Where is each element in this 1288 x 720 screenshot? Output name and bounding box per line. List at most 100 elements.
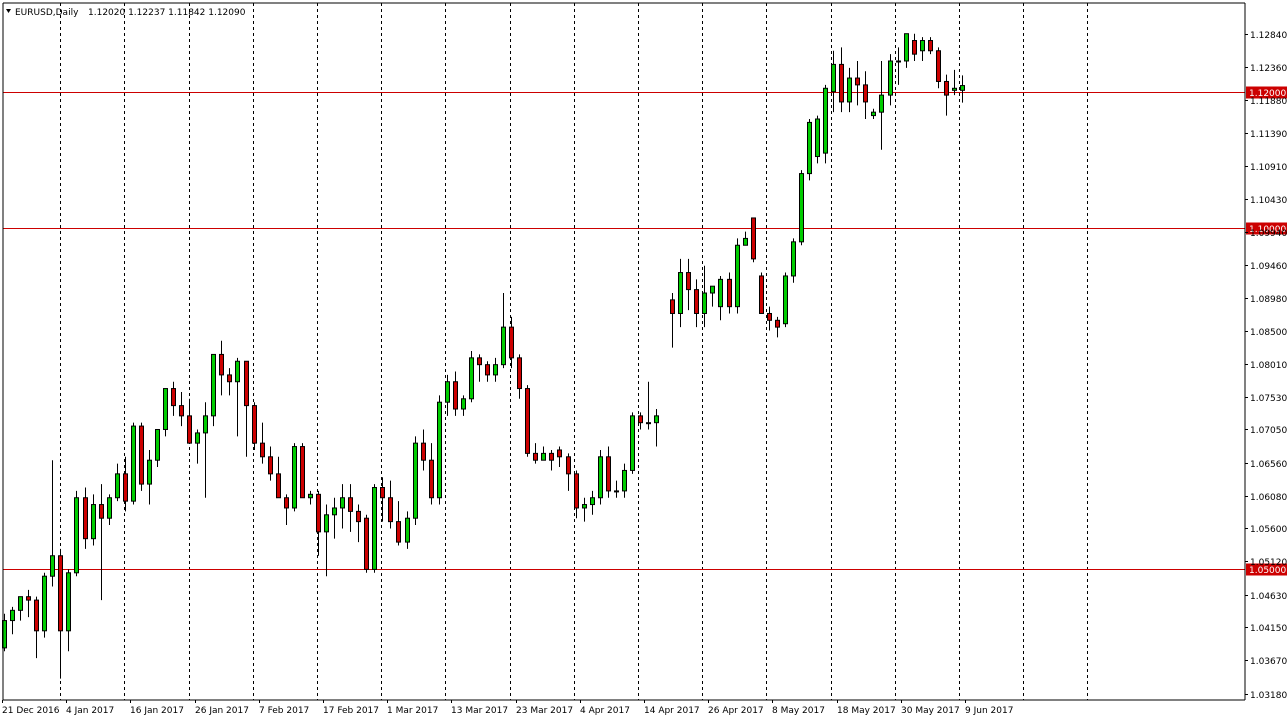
level-label-bg bbox=[1246, 222, 1287, 235]
candle bbox=[678, 258, 683, 328]
candle-body bbox=[284, 497, 289, 509]
candle bbox=[952, 69, 957, 96]
price-tick-label: 1.08980 bbox=[1250, 295, 1287, 305]
candle bbox=[920, 37, 925, 61]
candle-body bbox=[421, 442, 426, 461]
dropdown-triangle-icon bbox=[6, 9, 11, 13]
ohlc-readout: 1.12020 1.12237 1.11842 1.12090 bbox=[88, 8, 246, 18]
price-tick-label: 1.06080 bbox=[1250, 493, 1287, 503]
candle-body bbox=[493, 364, 498, 376]
candle bbox=[759, 272, 764, 314]
candle bbox=[904, 33, 909, 68]
candle-body bbox=[517, 357, 522, 390]
candle-body bbox=[364, 517, 369, 570]
candle bbox=[211, 353, 216, 427]
candle bbox=[630, 412, 635, 474]
time-tick-label: 21 Dec 2016 bbox=[2, 706, 60, 716]
candle-body bbox=[847, 77, 852, 103]
candle-body bbox=[686, 272, 691, 291]
candle-body bbox=[155, 428, 160, 461]
candle bbox=[139, 422, 144, 491]
candle bbox=[533, 443, 538, 464]
time-tick-label: 18 May 2017 bbox=[837, 706, 896, 716]
candle bbox=[421, 429, 426, 471]
candle-body bbox=[316, 493, 321, 533]
candle bbox=[300, 443, 305, 499]
candle bbox=[380, 477, 385, 522]
candle-body bbox=[904, 33, 909, 62]
time-tick-label: 4 Apr 2017 bbox=[580, 706, 630, 716]
candle bbox=[292, 443, 297, 512]
candle bbox=[823, 84, 828, 164]
candle-body bbox=[83, 497, 88, 540]
candle bbox=[316, 490, 321, 556]
candle-body bbox=[195, 432, 200, 444]
candle-body bbox=[34, 599, 39, 632]
level-label-bg bbox=[1246, 86, 1287, 99]
candle-body bbox=[775, 319, 780, 328]
candle bbox=[147, 449, 152, 505]
candle-body bbox=[268, 456, 273, 475]
time-tick-label: 4 Jan 2017 bbox=[66, 706, 114, 716]
candle bbox=[42, 572, 47, 638]
price-tick-label: 1.09460 bbox=[1250, 262, 1287, 272]
candle bbox=[179, 391, 184, 427]
candle-body bbox=[308, 493, 313, 499]
candle bbox=[541, 446, 546, 461]
candle bbox=[686, 258, 691, 311]
candle-body bbox=[831, 63, 836, 93]
candle-body bbox=[123, 473, 128, 502]
candle bbox=[960, 75, 965, 103]
candle-body bbox=[574, 473, 579, 509]
candle-body bbox=[356, 510, 361, 523]
price-tick-label: 1.07050 bbox=[1250, 426, 1287, 436]
price-tick-label: 1.12360 bbox=[1250, 64, 1287, 74]
candle-body bbox=[799, 173, 804, 243]
candle bbox=[99, 484, 104, 601]
candle bbox=[566, 453, 571, 491]
candle bbox=[469, 351, 474, 403]
candle bbox=[50, 460, 55, 587]
candle bbox=[131, 422, 136, 505]
candle bbox=[799, 170, 804, 246]
candle bbox=[10, 606, 15, 635]
candle-body bbox=[147, 459, 152, 485]
candle bbox=[743, 231, 748, 246]
candle-body bbox=[509, 326, 514, 359]
candle-body bbox=[767, 312, 772, 321]
candle bbox=[654, 409, 659, 447]
candle bbox=[598, 449, 603, 505]
time-tick-label: 30 May 2017 bbox=[901, 706, 960, 716]
candle bbox=[219, 340, 224, 396]
candle bbox=[155, 428, 160, 468]
candle bbox=[74, 490, 79, 577]
candle-body bbox=[501, 326, 506, 366]
candle bbox=[340, 484, 345, 529]
candle bbox=[364, 514, 369, 573]
candle-body bbox=[276, 473, 281, 499]
candle-body bbox=[332, 507, 337, 516]
candle-body bbox=[324, 514, 329, 533]
candle-body bbox=[429, 459, 434, 499]
candle-body bbox=[163, 388, 168, 430]
candle bbox=[582, 497, 587, 522]
time-tick-label: 8 May 2017 bbox=[772, 706, 825, 716]
candle-body bbox=[944, 80, 949, 96]
candle bbox=[372, 484, 377, 573]
time-axis-labels: 21 Dec 2016 4 Jan 2017 16 Jan 2017 26 Jan 2… bbox=[2, 700, 1013, 716]
candle bbox=[284, 494, 289, 526]
candle-body bbox=[815, 118, 820, 158]
candle-body bbox=[115, 473, 120, 499]
candle-body bbox=[727, 278, 732, 308]
candle bbox=[557, 446, 562, 468]
candle-body bbox=[525, 388, 530, 454]
price-tick-label: 1.06560 bbox=[1250, 460, 1287, 470]
candle-body bbox=[863, 84, 868, 103]
candle bbox=[58, 548, 63, 679]
candle-body bbox=[413, 442, 418, 519]
candle bbox=[235, 357, 240, 437]
price-tick-label: 1.05600 bbox=[1250, 525, 1287, 535]
candle-body bbox=[718, 278, 723, 308]
candle-body bbox=[920, 40, 925, 52]
candle-body bbox=[888, 60, 893, 96]
